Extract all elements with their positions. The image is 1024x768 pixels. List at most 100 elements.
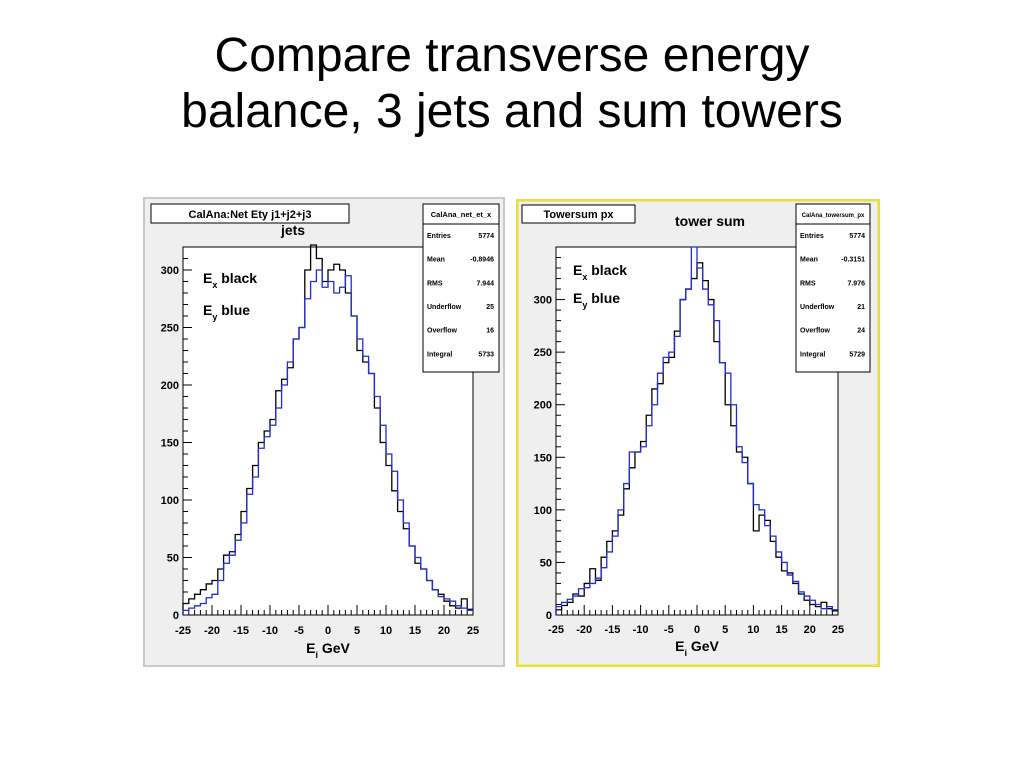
- x-tick-label: -10: [262, 625, 278, 637]
- x-tick-label: 20: [804, 624, 816, 636]
- histogram-title: CalAna:Net Ety j1+j2+j3: [189, 209, 312, 221]
- x-tick-label: 5: [354, 625, 360, 637]
- stats-label: RMS: [427, 280, 443, 287]
- y-tick-label: 100: [161, 495, 179, 507]
- histogram-title-box: [150, 203, 350, 224]
- stats-value: 7.944: [476, 280, 494, 287]
- x-tick-label: -25: [175, 625, 191, 637]
- histogram-series-ey: [182, 269, 473, 615]
- stats-value: -0.3151: [841, 257, 865, 264]
- x-axis-label-unit: GeV: [318, 640, 351, 656]
- y-axis: 0 50 100 150 200 250 300: [161, 246, 192, 622]
- legend-text: black: [217, 270, 257, 286]
- stats-box-frame: [795, 203, 871, 373]
- x-axis: -25 -20 -15 -10 -5 0 5 10 15 20 25: [175, 605, 479, 637]
- y-tick-label: 250: [534, 347, 552, 359]
- stats-value: 5729: [849, 351, 865, 358]
- y-tick-label: 250: [161, 323, 179, 335]
- x-tick-label: -25: [548, 624, 564, 636]
- stats-name: CalAna_towersum_px: [802, 213, 865, 219]
- stats-value: 7.976: [847, 280, 865, 287]
- x-axis-label-main: E: [306, 640, 315, 656]
- x-tick-label: 15: [775, 624, 787, 636]
- x-axis-label-sub: i: [315, 650, 318, 660]
- stats-box: CalAna_net_et_x Entries 5774 Mean -0.8946 RMS…: [422, 203, 500, 373]
- stats-value: 5774: [849, 233, 865, 240]
- x-tick-label: 5: [722, 624, 728, 636]
- stats-label: Overflow: [427, 328, 458, 335]
- x-axis-label: Ei GeV: [675, 638, 719, 658]
- stats-box-frame: [422, 203, 500, 373]
- histogram-series-ex: [555, 262, 838, 615]
- stats-label: Mean: [800, 257, 818, 264]
- slide-title: Compare transverse energy balance, 3 jet…: [0, 28, 1024, 140]
- stats-value: 16: [486, 328, 494, 335]
- y-tick-label: 100: [534, 505, 552, 517]
- y-tick-label: 0: [173, 610, 179, 622]
- legend-symbol-sub: x: [582, 272, 587, 282]
- y-tick-label: 300: [534, 295, 552, 307]
- stats-value: 21: [857, 304, 865, 311]
- y-tick-label: 150: [161, 438, 179, 450]
- legend-symbol: E: [573, 290, 582, 306]
- x-tick-label: -5: [294, 625, 304, 637]
- stats-label: Mean: [427, 257, 445, 264]
- histogram-title: Towersum px: [543, 209, 614, 221]
- stats-value: 5774: [478, 233, 494, 240]
- legend-symbol: E: [203, 270, 212, 286]
- stats-label: Underflow: [800, 304, 835, 311]
- stats-value: 5733: [478, 351, 494, 358]
- chart-panel-towersum[interactable]: 0 50 100 150 200 250 300 -25 -20 -15 -10 -5 0 5 10 15 20…: [516, 199, 880, 667]
- slide-title-line-1: Compare transverse energy: [214, 29, 810, 82]
- stats-label: RMS: [800, 280, 816, 287]
- legend-text: blue: [217, 302, 250, 318]
- y-axis: 0 50 100 150 200 250 300: [534, 246, 565, 622]
- slide-title-line-2: balance, 3 jets and sum towers: [181, 85, 843, 138]
- stats-value: -0.8946: [470, 257, 494, 264]
- legend-symbol-sub: y: [582, 300, 587, 310]
- x-tick-label: -15: [604, 624, 620, 636]
- x-axis-label-sub: i: [684, 648, 687, 658]
- x-tick-label: 10: [380, 625, 392, 637]
- x-axis-label-unit: GeV: [687, 638, 720, 654]
- stats-label: Underflow: [427, 304, 462, 311]
- chart-panel-jets[interactable]: 0 50 100 150 200 250 300 -25 -20 -15 -10 -5 0 5 10 15 20…: [143, 197, 505, 667]
- y-tick-label: 200: [534, 400, 552, 412]
- stats-label: Integral: [427, 351, 452, 358]
- stats-label: Integral: [800, 351, 825, 358]
- x-tick-label: -20: [204, 625, 220, 637]
- stats-box: CalAna_towersum_px Entries 5774 Mean -0.3151…: [795, 203, 871, 373]
- histogram-subtitle: tower sum: [675, 213, 745, 229]
- histogram-title-box: [521, 204, 636, 224]
- x-tick-label: 15: [409, 625, 421, 637]
- x-tick-label: 25: [467, 625, 479, 637]
- stats-name: CalAna_net_et_x: [431, 210, 492, 219]
- y-tick-label: 150: [534, 452, 552, 464]
- stats-label: Overflow: [800, 328, 831, 335]
- legend-symbol-sub: x: [212, 280, 217, 290]
- legend-entry: Ex black: [573, 262, 627, 282]
- y-tick-label: 50: [167, 553, 179, 565]
- histogram-subtitle: jets: [280, 222, 305, 238]
- x-tick-label: -5: [664, 624, 674, 636]
- stats-label: Entries: [800, 233, 824, 240]
- legend-entry: Ex black: [203, 270, 257, 290]
- stats-value: 24: [857, 328, 865, 335]
- histogram-series-ey: [555, 246, 838, 615]
- y-tick-label: 200: [161, 380, 179, 392]
- x-tick-label: 25: [832, 624, 844, 636]
- x-axis-label: Ei GeV: [306, 640, 350, 660]
- stats-value: 25: [486, 304, 494, 311]
- x-tick-label: 0: [325, 625, 331, 637]
- x-tick-label: 10: [747, 624, 759, 636]
- x-axis: -25 -20 -15 -10 -5 0 5 10 15 20 25: [548, 605, 844, 636]
- legend-entry: Ey blue: [203, 302, 250, 322]
- x-tick-label: 20: [438, 625, 450, 637]
- x-tick-label: 0: [694, 624, 700, 636]
- x-axis-label-main: E: [675, 638, 684, 654]
- y-tick-label: 50: [540, 557, 552, 569]
- legend-entry: Ey blue: [573, 290, 620, 310]
- x-tick-label: -20: [576, 624, 592, 636]
- x-tick-label: -15: [233, 625, 249, 637]
- legend-text: blue: [587, 290, 620, 306]
